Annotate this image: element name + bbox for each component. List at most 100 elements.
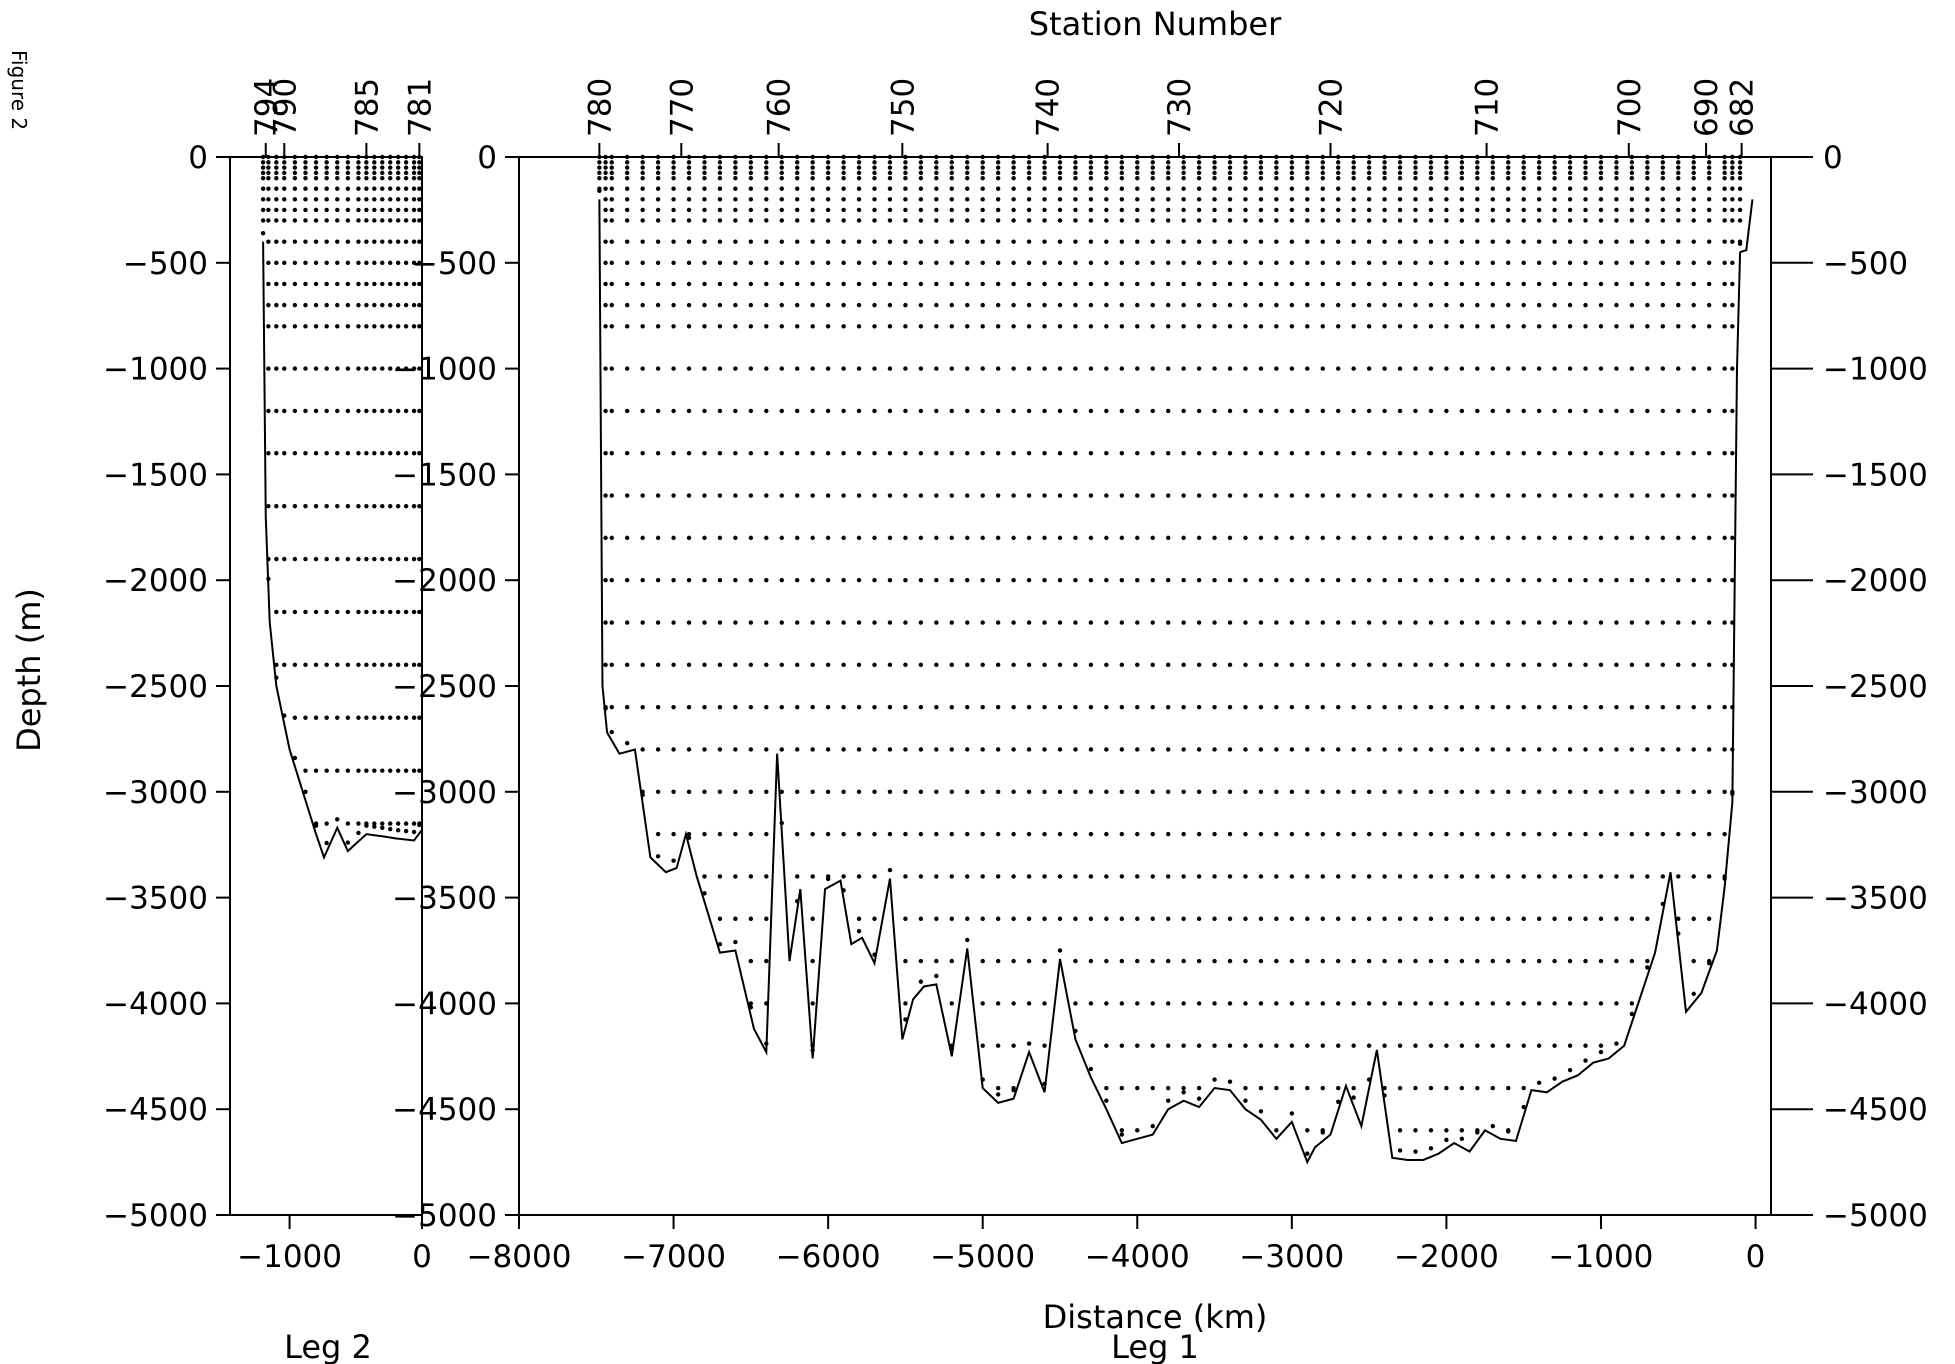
sample-point — [1336, 535, 1341, 541]
sample-point — [1614, 831, 1619, 837]
sample-point — [1475, 165, 1480, 170]
sample-point — [1057, 175, 1063, 181]
sample-point — [1382, 578, 1387, 583]
sample-point — [345, 768, 351, 773]
sample-point — [1073, 831, 1078, 837]
sample-point — [1413, 324, 1418, 329]
sample-point — [1243, 493, 1248, 498]
sample-point — [764, 451, 769, 456]
sample-point — [686, 160, 692, 165]
sample-point — [1676, 493, 1681, 498]
sample-point — [1428, 1085, 1434, 1091]
sample-point — [903, 408, 908, 414]
sample-point — [949, 207, 954, 213]
sample-point — [1057, 186, 1063, 191]
sample-point — [1289, 186, 1295, 191]
sample-point — [1150, 916, 1155, 921]
sample-point — [810, 218, 815, 223]
station-tick-label: 785 — [349, 78, 385, 137]
sample-point — [1722, 366, 1727, 371]
sample-point — [417, 175, 422, 181]
sample-point — [655, 197, 661, 202]
sample-point — [1258, 747, 1264, 752]
sample-point — [733, 831, 738, 837]
sample-point — [1722, 831, 1727, 837]
sample-point — [1459, 704, 1465, 710]
sample-point — [1583, 451, 1588, 456]
sample-point — [1444, 1001, 1449, 1006]
sample-point — [702, 408, 707, 414]
sample-point — [1552, 662, 1557, 668]
sample-point — [764, 260, 769, 265]
sample-point — [1011, 324, 1016, 329]
sample-point — [364, 823, 369, 828]
sample-point — [1397, 1148, 1403, 1153]
sample-point — [1289, 218, 1295, 223]
sample-point — [1258, 578, 1264, 583]
sample-point — [810, 1001, 815, 1006]
sample-point — [1629, 186, 1635, 191]
sample-point — [918, 175, 924, 181]
sample-point — [1521, 218, 1526, 223]
sample-point — [1320, 408, 1325, 414]
sample-point — [1305, 451, 1310, 456]
panel-leg-1: 0−500−1000−1500−2000−2500−3000−3500−4000… — [392, 5, 1928, 1364]
sample-point — [1073, 958, 1078, 964]
sample-point — [1135, 874, 1140, 879]
sample-point — [1258, 239, 1264, 244]
sample-point — [965, 281, 970, 287]
sample-point — [388, 662, 393, 668]
sample-point — [748, 302, 754, 308]
sample-point — [949, 704, 954, 710]
sample-point — [282, 281, 287, 287]
sample-point — [841, 408, 846, 414]
sample-point — [1366, 620, 1372, 625]
sample-point — [1119, 1085, 1125, 1091]
sample-point — [624, 302, 630, 308]
sample-point — [1073, 493, 1078, 498]
sample-point — [1135, 831, 1140, 837]
sample-point — [1475, 704, 1480, 710]
sample-point — [1073, 175, 1078, 181]
sample-point — [825, 324, 831, 329]
sample-point — [324, 662, 329, 668]
sample-point — [949, 281, 954, 287]
sample-point — [1243, 281, 1248, 287]
sample-point — [1289, 324, 1295, 329]
sample-point — [1088, 408, 1094, 414]
x-tick-label: −3000 — [1239, 1239, 1344, 1275]
sample-point — [717, 578, 723, 583]
sample-point — [949, 747, 954, 752]
sample-point — [1165, 281, 1171, 287]
sample-point — [1737, 197, 1743, 202]
sample-point — [965, 937, 970, 943]
sample-point — [624, 218, 630, 223]
sample-point — [995, 578, 1001, 583]
sample-point — [313, 160, 319, 165]
sample-point — [274, 165, 279, 170]
sample-point — [764, 408, 769, 414]
sample-point — [1413, 916, 1418, 921]
sample-point — [1042, 662, 1047, 668]
sample-point — [1042, 186, 1047, 191]
sample-point — [388, 197, 393, 202]
sample-point — [1135, 535, 1140, 541]
sample-point — [1536, 218, 1542, 223]
sample-point — [1660, 186, 1666, 191]
sample-point — [335, 609, 340, 615]
sample-point — [388, 281, 393, 287]
sample-point — [303, 239, 308, 244]
sample-point — [1629, 874, 1635, 879]
sample-point — [1645, 366, 1650, 371]
sample-point — [1336, 1001, 1341, 1006]
sample-point — [1289, 160, 1295, 165]
sample-point — [1057, 831, 1063, 837]
sample-point — [403, 239, 409, 244]
sample-point — [1150, 493, 1155, 498]
sample-point — [671, 535, 676, 541]
y-tick-label-right: −2500 — [1823, 669, 1928, 705]
sample-point — [1135, 578, 1140, 583]
sample-point — [1088, 366, 1094, 371]
sample-point — [1073, 165, 1078, 170]
sample-point — [303, 503, 308, 509]
